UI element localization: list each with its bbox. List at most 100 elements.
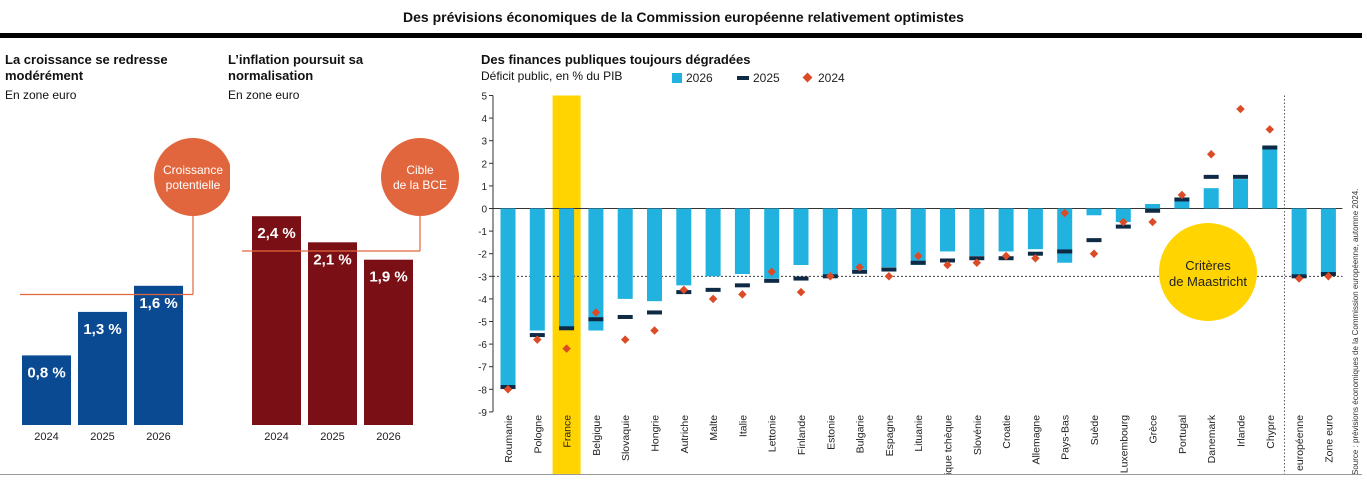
growth-panel-subtitle: En zone euro xyxy=(5,88,77,102)
marker-2024 xyxy=(503,385,513,394)
country-label: République tchèque xyxy=(943,415,955,474)
country-label: Croatie xyxy=(1001,415,1013,449)
growth-value-label: 0,8 % xyxy=(27,364,65,381)
marker-2024 xyxy=(650,326,659,335)
marker-2025 xyxy=(705,287,721,292)
country-label: Malte xyxy=(708,415,720,441)
top-rule xyxy=(0,33,1362,38)
marker-2025 xyxy=(1027,251,1043,256)
marker-2024 xyxy=(1236,104,1245,114)
bar-2026 xyxy=(764,208,780,279)
legend-2024-swatch xyxy=(802,72,813,83)
maastricht-callout-text: de Maastricht xyxy=(1169,274,1247,289)
bar-2026 xyxy=(1203,188,1219,209)
bar-2026 xyxy=(500,208,516,388)
bar-2026 xyxy=(881,208,897,268)
y-tick-label: -6 xyxy=(478,340,487,351)
inflation-year-label: 2025 xyxy=(320,431,344,443)
bottom-rule xyxy=(0,474,1362,475)
y-tick-label: 4 xyxy=(481,114,487,125)
bar-2026 xyxy=(1262,147,1278,209)
bar-2026 xyxy=(852,208,868,270)
y-tick-label: -3 xyxy=(478,272,487,283)
marker-2025 xyxy=(559,326,575,331)
inflation-year-label: 2024 xyxy=(264,431,288,443)
inflation-value-label: 2,1 % xyxy=(313,251,351,268)
country-label: Roumanie xyxy=(503,415,515,463)
country-label: Luxembourg xyxy=(1118,415,1130,474)
bar-2026 xyxy=(588,208,604,331)
legend-2024-label: 2024 xyxy=(818,71,845,85)
y-tick-label: 0 xyxy=(481,205,487,216)
marker-2024 xyxy=(1294,274,1304,283)
inflation-bar xyxy=(308,242,357,425)
inflation-value-label: 1,9 % xyxy=(369,269,407,286)
y-tick-label: 1 xyxy=(481,182,487,193)
bar-2026 xyxy=(647,208,662,302)
country-label: Belgique xyxy=(591,415,603,456)
country-label: Danemark xyxy=(1206,414,1218,463)
bar-2026 xyxy=(1320,208,1336,275)
bar-2026 xyxy=(676,208,692,286)
marker-2024 xyxy=(1148,217,1157,227)
legend-2025-swatch xyxy=(737,76,749,80)
marker-2024 xyxy=(708,294,718,304)
country-label: Autriche xyxy=(679,415,691,454)
growth-bar xyxy=(78,311,127,425)
growth-year-label: 2024 xyxy=(34,431,58,443)
maastricht-callout-text: Critères xyxy=(1185,258,1231,273)
country-label: Allemagne xyxy=(1030,415,1042,465)
marker-2024 xyxy=(562,344,571,353)
marker-2025 xyxy=(1086,238,1102,243)
marker-2025 xyxy=(1203,174,1219,179)
marker-2025 xyxy=(529,333,545,338)
y-tick-label: -5 xyxy=(478,318,487,329)
bar-2026 xyxy=(1027,208,1043,250)
marker-2025 xyxy=(969,256,985,261)
marker-2024 xyxy=(884,272,894,281)
marker-2025 xyxy=(793,276,809,281)
country-label: Irlande xyxy=(1236,415,1248,447)
country-label: Lituanie xyxy=(913,415,925,452)
marker-2025 xyxy=(764,278,780,283)
deficit-chart: 2026 2025 2024 5 4 3 2 1 0 -1 -2 -3 -4 -5 -6 -7 -8 -9 Roum… xyxy=(478,71,1343,474)
marker-2024 xyxy=(767,267,776,277)
marker-2024 xyxy=(1060,208,1069,218)
country-label: Suède xyxy=(1089,415,1101,446)
marker-2025 xyxy=(881,267,897,272)
marker-2024 xyxy=(1031,253,1040,263)
bar-2026 xyxy=(1145,203,1161,209)
legend-2026-swatch xyxy=(672,73,682,83)
inflation-callout-text: de la BCE xyxy=(393,178,447,192)
marker-2024 xyxy=(738,290,747,299)
country-label: Finlande xyxy=(796,415,808,455)
marker-2024 xyxy=(1119,217,1128,227)
growth-year-label: 2026 xyxy=(146,431,170,443)
y-tick-label: -2 xyxy=(478,250,487,261)
marker-2025 xyxy=(1115,224,1131,229)
inflation-callout-text: Cible xyxy=(406,163,434,177)
marker-2025 xyxy=(1262,145,1278,150)
bar-2026 xyxy=(734,208,750,275)
country-label: Portugal xyxy=(1177,415,1189,454)
country-label: Estonie xyxy=(825,415,837,450)
marker-2025 xyxy=(940,258,955,263)
y-tick-label: 3 xyxy=(481,137,487,148)
marker-2024 xyxy=(1206,150,1216,159)
inflation-callout-circle xyxy=(381,138,459,216)
growth-bar xyxy=(22,355,71,425)
bar-2026 xyxy=(793,208,809,265)
marker-2025 xyxy=(1057,249,1073,254)
inflation-bar xyxy=(252,216,301,425)
growth-value-label: 1,6 % xyxy=(139,295,177,312)
inflation-panel-title: L’inflation poursuit sa normalisation xyxy=(228,52,364,83)
marker-2024 xyxy=(796,287,806,297)
marker-2025 xyxy=(852,269,868,274)
country-label: Pays-Bas xyxy=(1060,415,1072,460)
inflation-year-label: 2026 xyxy=(376,431,400,443)
growth-callout-text: potentielle xyxy=(166,178,221,192)
country-label: Italie xyxy=(737,415,749,437)
deficit-panel-title: Des finances publiques toujours dégradée… xyxy=(481,52,751,67)
y-tick-label: -9 xyxy=(478,408,487,419)
country-label: Hongrie xyxy=(650,415,662,452)
